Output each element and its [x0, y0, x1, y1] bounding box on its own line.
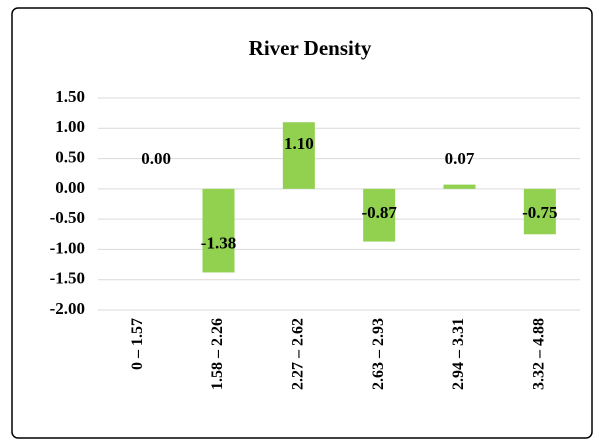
- y-tick-label: 0.00: [55, 178, 85, 197]
- data-label: -1.38: [201, 233, 236, 252]
- data-label: 0.07: [445, 149, 475, 168]
- chart-border: [11, 7, 593, 439]
- y-tick-label: -1.50: [50, 269, 85, 288]
- x-tick-label: 0 – 1.57: [129, 318, 146, 370]
- chart-title: River Density: [249, 36, 372, 60]
- bar: [202, 188, 235, 273]
- y-tick-label: 1.50: [55, 87, 85, 106]
- bar: [363, 188, 396, 242]
- x-tick-label: 3.32 – 4.88: [531, 318, 548, 390]
- x-tick-label: 2.94 – 3.31: [450, 318, 467, 390]
- x-tick-label: 1.58 – 2.26: [209, 318, 226, 390]
- data-label: 0.00: [141, 149, 171, 168]
- bar: [443, 184, 476, 189]
- bar: [282, 122, 315, 189]
- y-tick-label: -1.00: [50, 238, 85, 257]
- x-tick-label: 2.27 – 2.62: [290, 318, 307, 390]
- x-tick-label: 2.63 – 2.93: [370, 318, 387, 390]
- y-tick-label: -2.00: [50, 299, 85, 318]
- data-label: -0.75: [522, 203, 557, 222]
- data-label: 1.10: [284, 134, 314, 153]
- bar: [523, 188, 556, 235]
- y-tick-label: 1.00: [55, 117, 85, 136]
- data-label: -0.87: [361, 203, 397, 222]
- y-tick-label: 0.50: [55, 147, 85, 166]
- y-tick-label: -0.50: [50, 208, 85, 227]
